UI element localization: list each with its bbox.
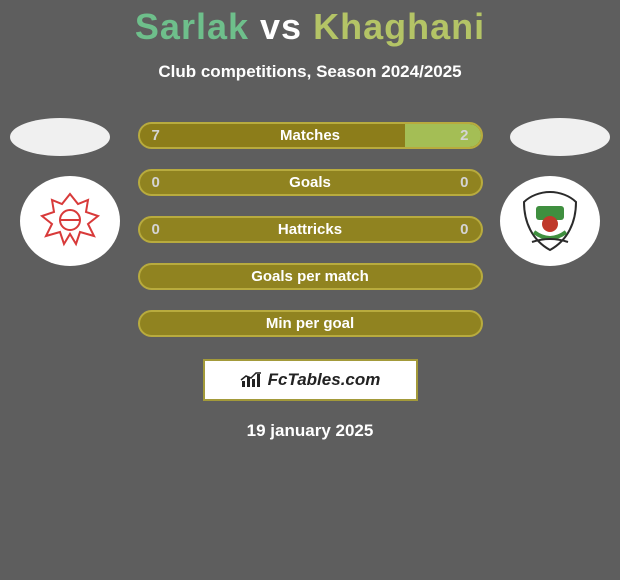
crest2-icon	[512, 186, 588, 256]
stat-bar-label: Goals	[140, 174, 481, 191]
player1-name: Sarlak	[135, 6, 249, 47]
crest1-icon	[30, 186, 110, 256]
brand-box: FcTables.com	[203, 359, 418, 401]
stat-bar: Min per goal	[138, 310, 483, 337]
stat-bar: 00Hattricks	[138, 216, 483, 243]
subtitle: Club competitions, Season 2024/2025	[158, 62, 461, 82]
stat-bar: 00Goals	[138, 169, 483, 196]
player1-club-crest	[20, 176, 120, 266]
player2-club-crest	[500, 176, 600, 266]
stat-bar: 72Matches	[138, 122, 483, 149]
stat-bar-label: Matches	[140, 127, 481, 144]
stat-bar-label: Hattricks	[140, 221, 481, 238]
comparison-infographic: Sarlak vs Khaghani Club competitions, Se…	[0, 0, 620, 580]
page-title: Sarlak vs Khaghani	[135, 6, 485, 48]
stat-bar: Goals per match	[138, 263, 483, 290]
brand-chart-icon	[240, 371, 262, 389]
stat-bar-label: Goals per match	[140, 268, 481, 285]
title-vs: vs	[260, 6, 302, 47]
player2-name: Khaghani	[313, 6, 485, 47]
player2-avatar-placeholder	[510, 118, 610, 156]
brand-text: FcTables.com	[268, 370, 381, 390]
stat-bar-label: Min per goal	[140, 315, 481, 332]
player1-avatar-placeholder	[10, 118, 110, 156]
date-stamp: 19 january 2025	[247, 421, 374, 441]
